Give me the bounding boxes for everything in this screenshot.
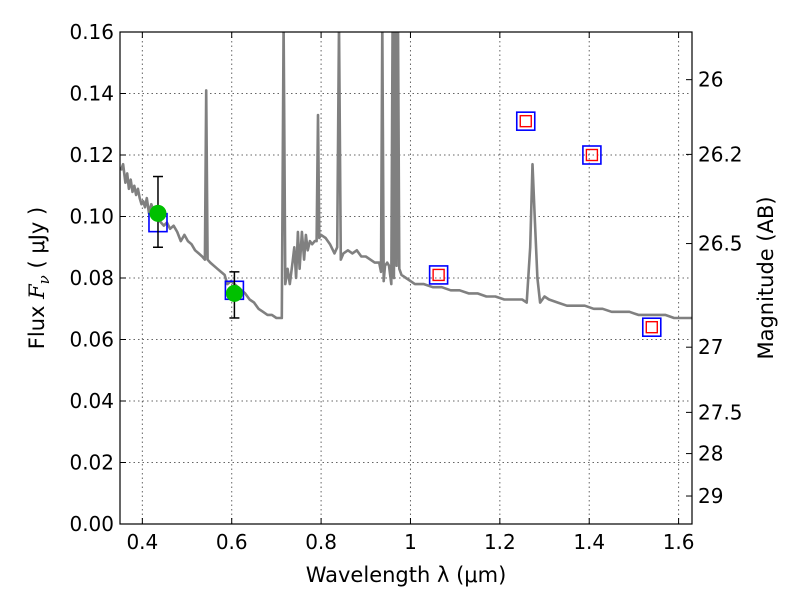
- spectrum-line: [120, 32, 692, 320]
- y-tick-label: 0.00: [69, 512, 114, 536]
- x-axis-ticks: 0.4 0.6 0.8 1 1.2 1.4 1.6: [126, 32, 695, 554]
- x-tick-label: 0.8: [305, 530, 337, 554]
- x-tick-label: 0.6: [216, 530, 248, 554]
- model-spectrum: [120, 32, 692, 320]
- y-tick-label: 0.16: [69, 20, 114, 44]
- y-tick-label: 0.06: [69, 328, 114, 352]
- model-photometry-point: [515, 111, 536, 131]
- model-photometry-point: [641, 317, 662, 338]
- x-tick-label: 1.6: [663, 530, 695, 554]
- model-photometry-point: [428, 265, 449, 285]
- y-tick-label: 0.12: [69, 143, 114, 167]
- y-axis-label-symbol: F: [25, 283, 49, 300]
- x-tick-label: 1: [404, 530, 417, 554]
- model-photometry-point: [582, 145, 602, 165]
- upper-limit-point: [519, 114, 532, 128]
- y2-axis-label: Magnitude (AB): [754, 196, 778, 359]
- observed-point: [149, 204, 167, 222]
- y2-tick-label: 26.2: [698, 142, 743, 166]
- upper-limit-point: [585, 148, 599, 162]
- y-tick-label: 0.04: [69, 389, 114, 413]
- observed-photometry-markers: [149, 175, 243, 319]
- y2-tick-label: 29: [698, 484, 723, 508]
- y2-axis-ticks: 26 26.2 26.5 27 27.5 28 29: [686, 68, 743, 508]
- y-axis-label-subscript: ν: [35, 275, 53, 284]
- x-tick-label: 1.2: [484, 530, 516, 554]
- upper-limit-point: [645, 321, 658, 334]
- y-axis-label-post: ( μJy ): [25, 207, 49, 275]
- y-axis-label-pre: Flux: [25, 299, 49, 349]
- x-tick-label: 1.4: [573, 530, 605, 554]
- grid-lines: [120, 31, 692, 525]
- y-tick-label: 0.14: [69, 82, 114, 106]
- x-tick-label: 0.4: [126, 530, 158, 554]
- y2-tick-label: 26.5: [698, 232, 743, 256]
- upper-limit-point: [432, 268, 445, 282]
- y2-tick-label: 27.5: [698, 400, 743, 424]
- y-tick-label: 0.10: [69, 205, 114, 229]
- x-axis-label: Wavelength λ (μm): [306, 563, 507, 587]
- upper-limit-markers: [432, 114, 658, 334]
- y2-tick-label: 28: [698, 442, 723, 466]
- y2-tick-label: 27: [698, 335, 723, 359]
- observed-point: [225, 284, 243, 302]
- y-tick-label: 0.08: [69, 266, 114, 290]
- model-photometry-markers: [148, 111, 662, 338]
- y-axis-ticks: 0.00 0.02 0.04 0.06 0.08 0.10 0.12 0.14 0.16: [69, 20, 126, 536]
- y-axis-label: Flux Fν ( μJy ): [25, 207, 53, 349]
- y-tick-label: 0.02: [69, 451, 114, 475]
- y2-tick-label: 26: [698, 68, 723, 92]
